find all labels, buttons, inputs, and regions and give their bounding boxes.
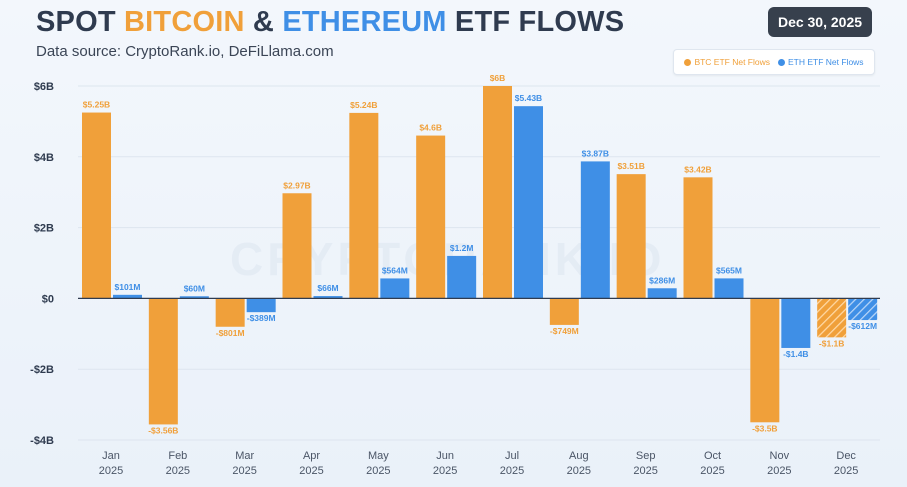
- x-tick-month: Jul: [505, 450, 519, 462]
- x-tick-year: 2025: [299, 465, 323, 477]
- data-label-eth: $565M: [716, 265, 742, 275]
- data-label-eth: $3.87B: [582, 148, 609, 158]
- data-label-btc: $3.42B: [684, 164, 711, 174]
- data-label-eth: -$1.4B: [783, 349, 809, 359]
- data-label-eth: $66M: [317, 283, 338, 293]
- x-tick-month: Sep: [636, 450, 656, 462]
- y-tick-label: -$2B: [30, 364, 54, 376]
- x-tick-month: Mar: [235, 450, 254, 462]
- bar-btc: [683, 177, 713, 299]
- bar-btc: [483, 86, 512, 299]
- chart-title: SPOT BITCOIN & ETHEREUM ETF FLOWS: [36, 6, 624, 39]
- data-label-btc: -$1.1B: [819, 338, 845, 348]
- y-tick-label: -$4B: [30, 435, 54, 447]
- title-part-ethereum: ETHEREUM: [282, 6, 447, 38]
- bar-btc: [215, 298, 245, 327]
- data-label-eth: $60M: [184, 283, 205, 293]
- chart-subtitle: Data source: CryptoRank.io, DeFiLlama.co…: [36, 43, 334, 60]
- bar-btc: [416, 135, 446, 299]
- data-label-eth: $286M: [649, 275, 675, 285]
- x-tick-month: May: [368, 450, 389, 462]
- x-tick-year: 2025: [232, 465, 256, 477]
- x-tick-year: 2025: [767, 465, 791, 477]
- x-tick-month: Jan: [102, 450, 120, 462]
- x-tick-year: 2025: [834, 465, 858, 477]
- data-label-btc: $6B: [490, 73, 506, 83]
- bar-btc: [349, 112, 379, 299]
- bar-btc: [282, 193, 312, 299]
- bar-eth: [179, 296, 209, 299]
- bar-eth: [246, 298, 276, 313]
- bar-eth: [313, 296, 343, 299]
- title-part-bitcoin: BITCOIN: [124, 6, 245, 38]
- data-label-btc: -$3.5B: [752, 423, 778, 433]
- data-label-btc: $4.6B: [419, 123, 442, 133]
- legend-swatch-btc: [684, 58, 692, 66]
- x-tick-month: Nov: [770, 450, 790, 462]
- bar-btc: [82, 112, 111, 299]
- y-tick-label: $0: [42, 293, 54, 305]
- bar-btc: [750, 298, 780, 423]
- x-tick-year: 2025: [567, 465, 591, 477]
- legend-item-btc: BTC ETF Net Flows: [684, 57, 770, 67]
- data-label-btc: $3.51B: [617, 161, 644, 171]
- bar-eth: [113, 294, 142, 299]
- legend-item-eth: ETH ETF Net Flows: [778, 57, 864, 67]
- bar-eth: [380, 278, 410, 299]
- title-part-spot: SPOT: [36, 6, 125, 38]
- data-label-eth: $101M: [115, 282, 141, 292]
- y-tick-label: $2B: [34, 223, 54, 235]
- date-badge: Dec 30, 2025: [768, 7, 872, 37]
- data-label-btc: $2.97B: [283, 180, 310, 190]
- bar-eth: [781, 298, 811, 348]
- x-tick-month: Apr: [303, 450, 320, 462]
- x-tick-year: 2025: [99, 465, 123, 477]
- legend-label-btc: BTC ETF Net Flows: [694, 57, 770, 67]
- x-tick-year: 2025: [166, 465, 190, 477]
- x-tick-year: 2025: [366, 465, 390, 477]
- y-tick-label: $6B: [34, 81, 54, 93]
- data-label-btc: -$3.56B: [148, 425, 178, 435]
- data-label-btc: $5.24B: [350, 100, 377, 110]
- data-label-btc: -$749M: [550, 326, 579, 336]
- legend-swatch-eth: [778, 58, 785, 66]
- data-label-eth: $564M: [382, 265, 408, 275]
- x-tick-year: 2025: [633, 465, 657, 477]
- data-label-eth: -$389M: [247, 313, 276, 323]
- bar-eth: [714, 278, 744, 299]
- data-label-eth: $5.43B: [515, 93, 542, 103]
- bar-eth: [580, 161, 610, 299]
- chart-legend: BTC ETF Net Flows ETH ETF Net Flows: [673, 49, 875, 75]
- bar-eth: [447, 255, 477, 299]
- title-part-etf-flows: ETF FLOWS: [446, 6, 625, 38]
- x-tick-month: Dec: [836, 450, 856, 462]
- data-label-eth: $1.2M: [450, 243, 474, 253]
- bar-eth: [514, 106, 543, 299]
- x-tick-month: Feb: [168, 450, 187, 462]
- x-tick-month: Oct: [704, 450, 721, 462]
- legend-label-eth: ETH ETF Net Flows: [788, 57, 864, 67]
- x-tick-year: 2025: [500, 465, 524, 477]
- data-label-eth: -$612M: [848, 321, 877, 331]
- bar-btc: [817, 298, 847, 338]
- bar-btc: [549, 298, 579, 325]
- bar-btc: [148, 298, 178, 425]
- data-label-btc: -$801M: [216, 328, 245, 338]
- data-label-btc: $5.25B: [83, 100, 110, 110]
- y-tick-label: $4B: [34, 152, 54, 164]
- bar-btc: [616, 174, 646, 299]
- bar-eth: [848, 298, 878, 321]
- x-tick-year: 2025: [700, 465, 724, 477]
- x-tick-year: 2025: [433, 465, 457, 477]
- title-part-amp: &: [244, 6, 283, 38]
- x-tick-month: Jun: [436, 450, 454, 462]
- bar-eth: [647, 288, 677, 299]
- x-tick-month: Aug: [569, 450, 589, 462]
